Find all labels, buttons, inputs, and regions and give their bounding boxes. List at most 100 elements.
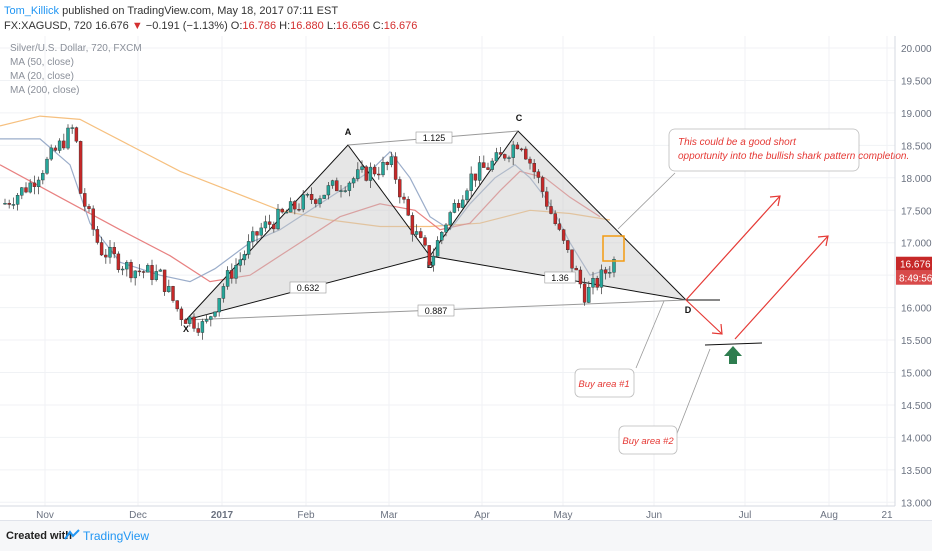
candle-down xyxy=(553,213,557,225)
close-value: 16.676 xyxy=(383,20,418,32)
candle-up xyxy=(414,231,419,235)
buy2-callout-line xyxy=(675,348,711,437)
candle-up xyxy=(3,202,7,205)
candle-up xyxy=(242,254,247,261)
candle-up xyxy=(108,246,112,258)
candle-down xyxy=(498,152,503,155)
candle-down xyxy=(364,166,368,181)
publish-info: published on TradingView.com, May 18, 20… xyxy=(62,5,339,17)
time-tick-label: Nov xyxy=(36,510,54,520)
annotations: This could be a good short opportunity in… xyxy=(574,128,909,455)
candle-up xyxy=(431,255,436,266)
candle-down xyxy=(402,196,406,200)
candle-up xyxy=(339,190,343,192)
candle-up xyxy=(49,147,53,160)
open-value: 16.786 xyxy=(242,20,277,32)
candle-down xyxy=(175,300,179,310)
candle-up xyxy=(204,319,209,322)
price-tick-label: 19.000 xyxy=(901,109,932,120)
candle-down xyxy=(473,173,478,181)
legend-ma50: MA (50, close) xyxy=(10,57,74,68)
candle-down xyxy=(519,148,524,151)
candle-down xyxy=(112,246,116,255)
candle-down xyxy=(192,316,196,329)
candle-up xyxy=(448,212,452,226)
price-tick-label: 19.500 xyxy=(901,76,932,87)
candle-down xyxy=(335,180,339,192)
candle-up xyxy=(368,166,373,181)
candle-down xyxy=(385,161,389,165)
candle-down xyxy=(183,319,188,324)
candle-down xyxy=(53,147,58,151)
chart-legend: Silver/U.S. Dollar, 720, FXCM MA (50, cl… xyxy=(10,43,142,96)
price-axis[interactable]: 13.000 13.500 14.000 14.500 15.000 15.500 16.0… xyxy=(896,44,932,509)
candle-up xyxy=(381,161,385,176)
countdown-tag xyxy=(896,270,932,285)
candle-down xyxy=(87,206,91,209)
candle-up xyxy=(435,240,440,257)
ratio-box xyxy=(289,281,327,294)
candle-down xyxy=(179,308,184,320)
buy1-callout-line xyxy=(635,300,665,369)
time-tick-label: Dec xyxy=(129,510,147,520)
arrowhead-2 xyxy=(711,323,723,335)
candle-up xyxy=(360,166,364,170)
legend-title: Silver/U.S. Dollar, 720, FXCM xyxy=(10,43,142,54)
candle-up xyxy=(507,157,511,159)
candle-up xyxy=(330,180,335,186)
candle-up xyxy=(238,259,242,266)
quote-line: FX:XAGUSD, 720 16.676 ▼ −0.191 (−1.13%) … xyxy=(4,19,417,33)
tradingview-brand[interactable]: TradingView xyxy=(83,529,150,543)
candle-down xyxy=(603,269,608,274)
candle-down xyxy=(528,158,532,164)
candle-up xyxy=(389,156,394,165)
ratio-label: 0.887 xyxy=(425,306,448,316)
candle-up xyxy=(343,190,347,192)
note-line-2: opportunity into the bullish shark patte… xyxy=(678,151,909,162)
time-axis[interactable]: Nov Dec 2017 Feb Mar Apr May Jun Jul Aug 21 xyxy=(36,510,893,520)
candle-down xyxy=(104,254,108,258)
author-link[interactable]: Tom_Killick xyxy=(4,5,60,17)
candle-down xyxy=(196,328,200,333)
time-tick-label: Aug xyxy=(820,510,838,520)
down-arrow-icon: ▼ xyxy=(131,20,143,32)
last-price-tag xyxy=(896,256,932,271)
candle-down xyxy=(137,270,142,273)
buy1-label: Buy area #1 xyxy=(578,379,629,390)
candle-down xyxy=(515,144,520,150)
buy-level-line xyxy=(704,342,763,346)
candle-up xyxy=(225,270,230,287)
projection-arrow-3 xyxy=(734,235,829,340)
candle-down xyxy=(95,229,100,243)
candle-up xyxy=(146,265,150,273)
price-tick-label: 14.000 xyxy=(901,433,932,444)
candle-up xyxy=(15,194,20,205)
highlight-box xyxy=(602,235,625,262)
candle-up xyxy=(440,231,444,241)
ratio-box xyxy=(417,304,455,317)
buy-up-arrow-icon xyxy=(724,346,742,364)
time-tick-label: Feb xyxy=(297,510,315,520)
candle-down xyxy=(406,199,410,216)
time-tick-label: May xyxy=(554,510,573,520)
time-tick-label: Jun xyxy=(646,510,662,520)
price-tick-label: 18.500 xyxy=(901,141,932,152)
candle-up xyxy=(188,316,192,324)
candle-up xyxy=(200,321,205,333)
candle-down xyxy=(561,229,566,241)
candle-up xyxy=(234,265,238,279)
candle-down xyxy=(574,267,578,271)
candle-up xyxy=(246,241,251,255)
candle-up xyxy=(284,211,289,214)
price-tick-label: 20.000 xyxy=(901,44,932,55)
high-value: 16.880 xyxy=(290,20,324,32)
candle-down xyxy=(255,231,259,236)
close-label: C: xyxy=(372,20,384,32)
candle-down xyxy=(532,162,536,173)
candle-up xyxy=(70,127,74,129)
note-line-1: This could be a good short xyxy=(678,137,797,148)
created-with-label: Created with xyxy=(6,530,73,542)
candle-down xyxy=(419,231,423,238)
